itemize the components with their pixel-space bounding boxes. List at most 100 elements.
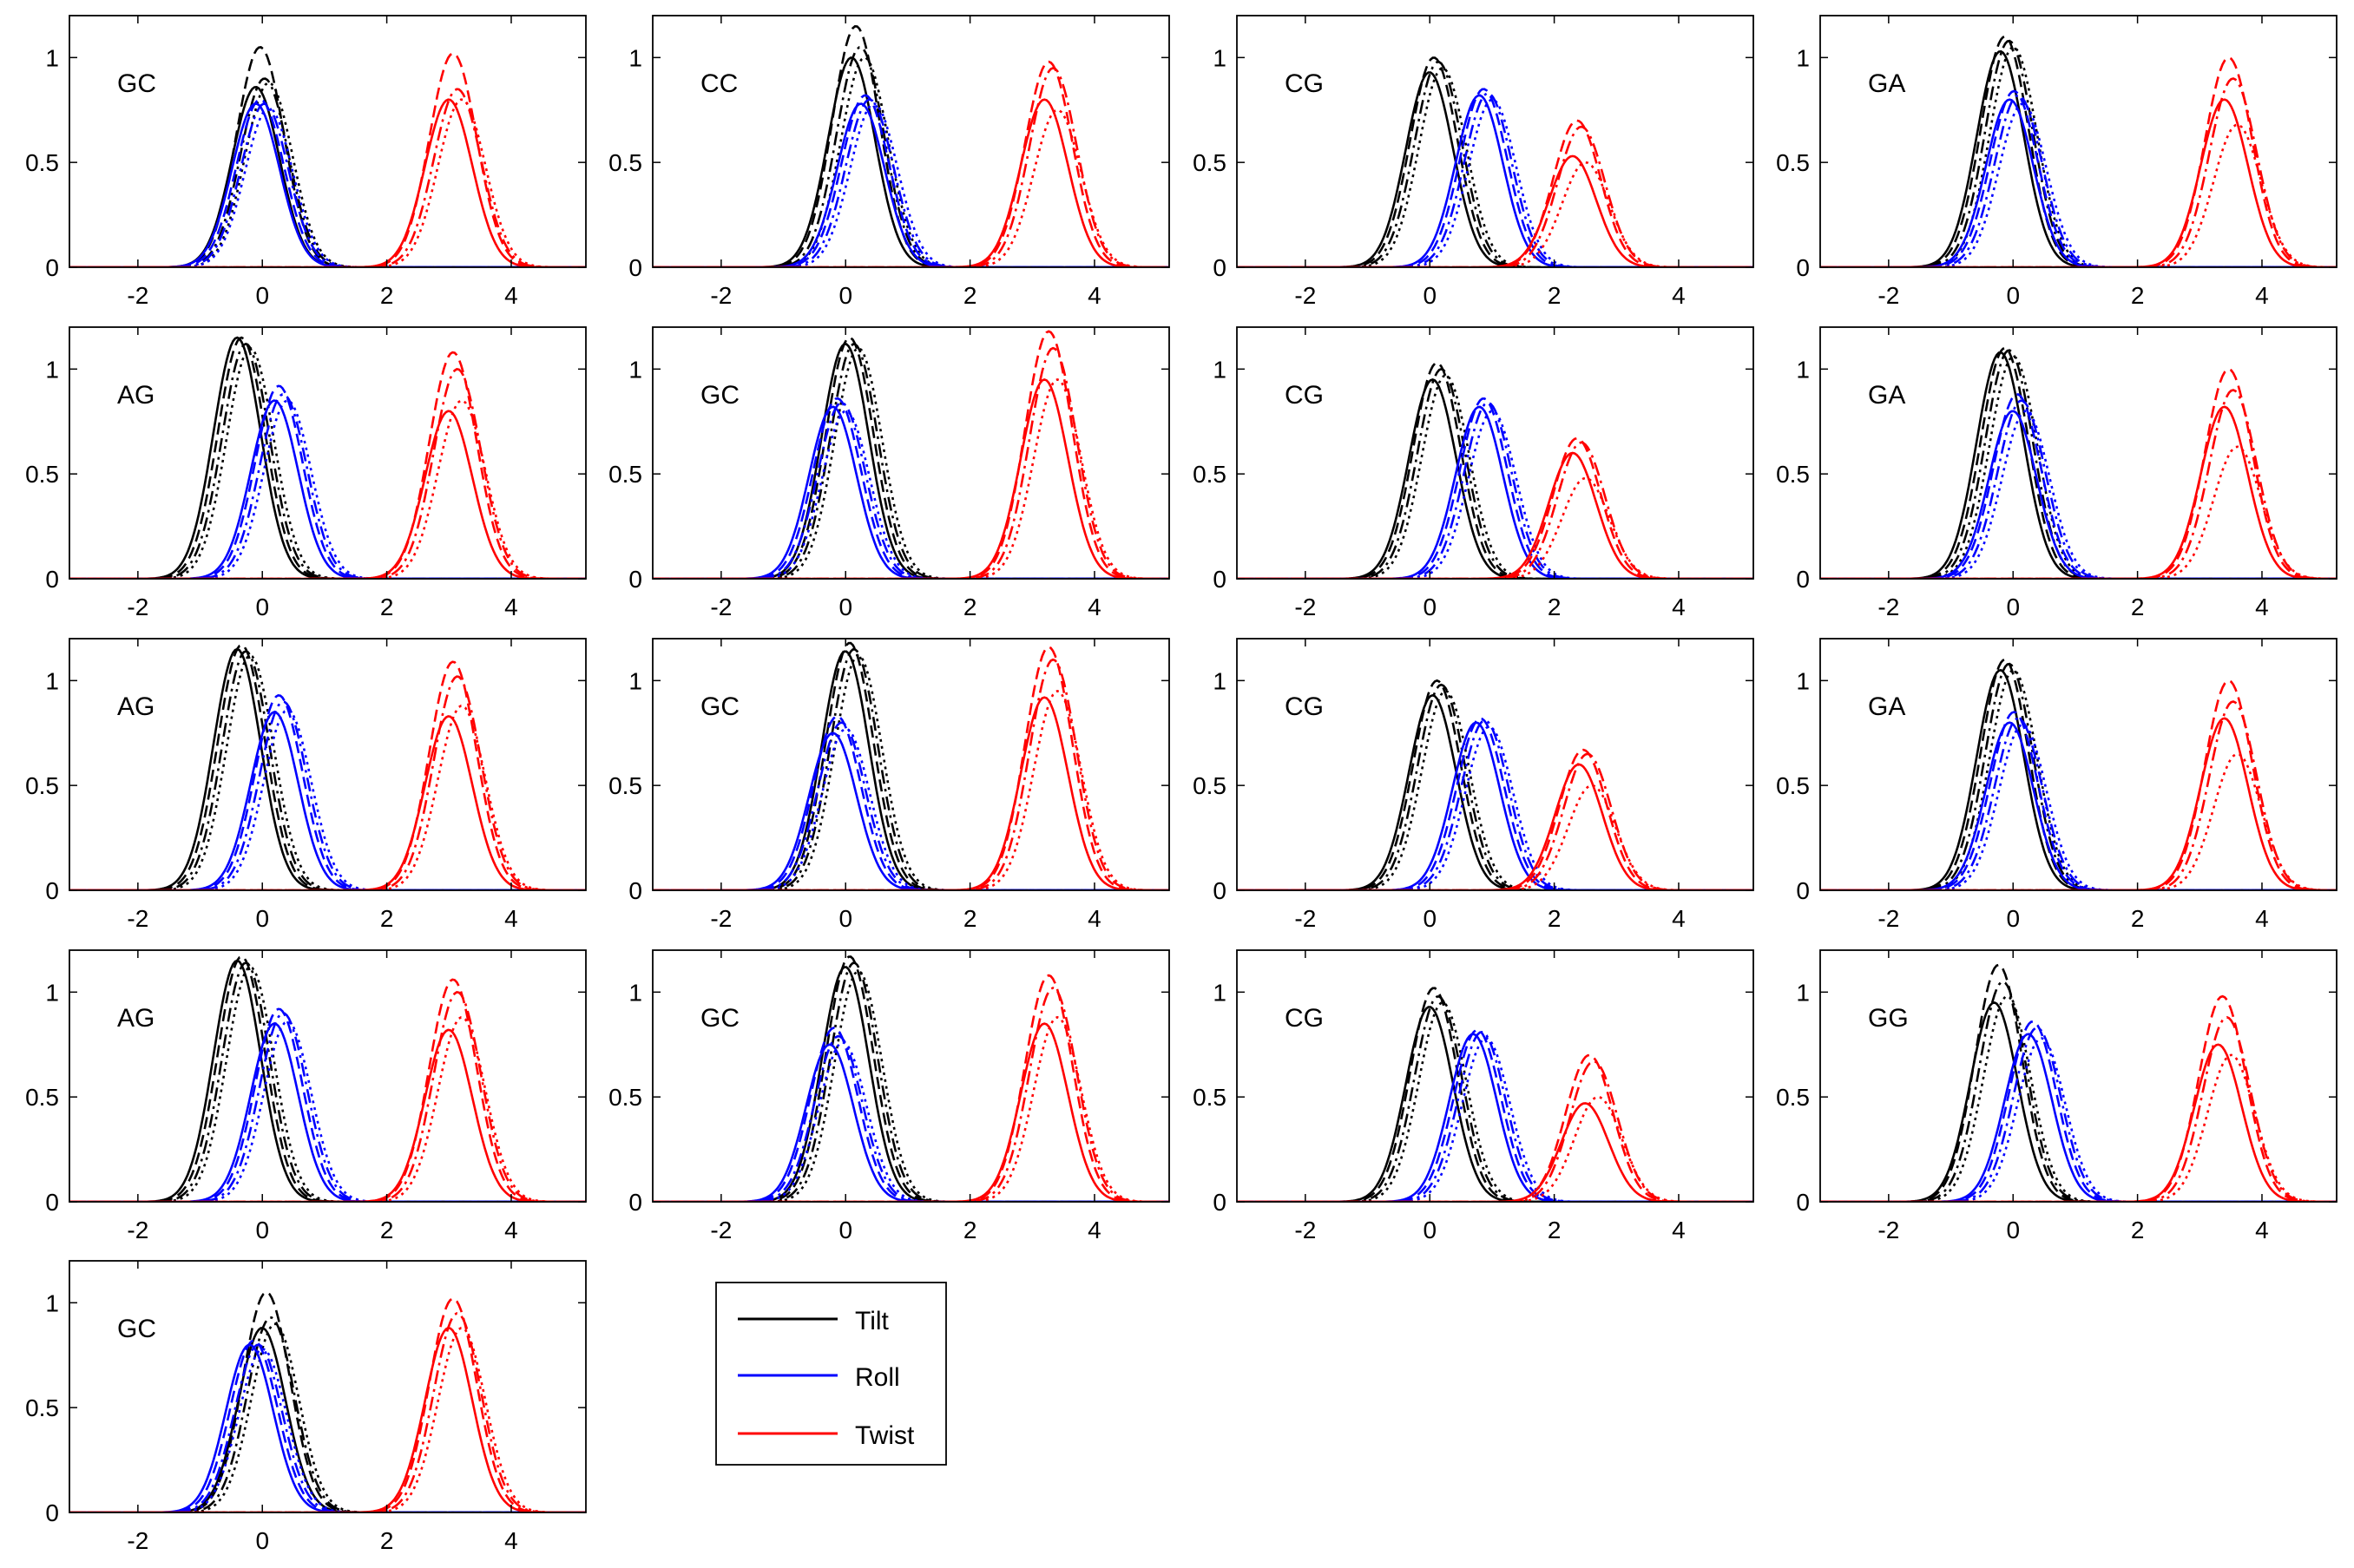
curve-tilt-solid: [653, 343, 1169, 579]
y-tick-label: 0.5: [25, 1084, 59, 1111]
panel-curves: [653, 641, 1169, 890]
panel-axes-box: [1819, 326, 2338, 580]
panel-1: -2 0 2 4 0 0.5 1 GC: [25, 15, 587, 309]
x-tick-label: -2: [127, 282, 148, 309]
curve-tilt-solid: [69, 959, 586, 1202]
curve-tilt-solid: [69, 336, 586, 579]
x-tick-label: 4: [504, 1527, 518, 1554]
x-tick-label: -2: [1294, 1217, 1316, 1243]
curve-tilt-dotted: [1820, 355, 2337, 579]
curve-twist-solid: [69, 1028, 586, 1202]
panel-curves: [1820, 963, 2337, 1202]
x-tick-label: 4: [1088, 1217, 1101, 1243]
legend-label-twist: Twist: [855, 1421, 915, 1450]
panel-axes-box: [652, 638, 1170, 891]
curve-twist-dash-dot: [653, 987, 1169, 1202]
x-tick-label: 2: [963, 1217, 977, 1243]
y-tick-label: 1: [45, 1289, 59, 1316]
y-tick-label: 1: [45, 979, 59, 1006]
curve-tilt-dash-dot: [69, 342, 586, 579]
panel-axes-box: [1236, 638, 1754, 891]
y-tick-label: 1: [1796, 667, 1810, 694]
x-tick-label: 4: [1088, 594, 1101, 620]
panel-axes-box: [69, 15, 587, 268]
x-tick-label: -2: [127, 594, 148, 620]
curve-roll-dotted: [69, 1348, 586, 1512]
x-tick-label: 0: [255, 594, 269, 620]
x-tick-label: 0: [1423, 594, 1437, 620]
x-tick-label: 2: [2131, 905, 2145, 932]
panel-label: CC: [700, 69, 738, 98]
y-tick-label: 1: [628, 44, 642, 71]
y-tick-label: 0: [1796, 1189, 1810, 1216]
panel-label: GA: [1868, 692, 1905, 721]
curve-twist-dotted: [1820, 752, 2337, 890]
panel-label: GC: [700, 1004, 740, 1033]
x-tick-label: 2: [2131, 594, 2145, 620]
y-tick-label: 0.5: [608, 149, 642, 176]
panel-label: CG: [1285, 69, 1324, 98]
y-tick-label: 1: [1796, 979, 1810, 1006]
panel-axes-box: [69, 949, 587, 1203]
curve-twist-dotted: [1820, 1053, 2337, 1202]
y-tick-label: 0: [1213, 1189, 1226, 1216]
y-tick-label: 0.5: [1193, 461, 1226, 488]
curve-twist-dashed: [1237, 119, 1753, 267]
curve-twist-dotted: [1237, 476, 1753, 579]
panel-curves: [1820, 346, 2337, 579]
panel-label: AG: [117, 381, 155, 410]
panel-axes-box: [69, 638, 587, 891]
curve-tilt-dotted: [69, 965, 586, 1202]
curve-tilt-solid: [69, 1327, 586, 1512]
curve-roll-dash-dot: [1237, 1030, 1753, 1202]
curve-roll-dashed: [69, 693, 586, 890]
y-tick-label: 0: [45, 1189, 59, 1216]
curve-twist-dotted: [1820, 445, 2337, 579]
curve-twist-dashed: [1820, 679, 2337, 890]
x-tick-label: 0: [838, 594, 852, 620]
x-tick-label: -2: [710, 905, 732, 932]
curve-twist-solid: [653, 98, 1169, 267]
curve-roll-dashed: [1237, 88, 1753, 267]
y-tick-label: 1: [628, 979, 642, 1006]
x-tick-label: 4: [1672, 1217, 1686, 1243]
curve-twist-dash-dot: [69, 1312, 586, 1512]
x-tick-label: 0: [1423, 1217, 1437, 1243]
x-tick-label: 2: [1548, 1217, 1562, 1243]
curve-twist-dash-dot: [653, 346, 1169, 579]
y-tick-label: 0.5: [1193, 1084, 1226, 1111]
curve-roll-solid: [1820, 410, 2337, 579]
panel-label: AG: [117, 1004, 155, 1033]
x-tick-label: 0: [1423, 282, 1437, 309]
y-tick-label: 0: [628, 566, 642, 593]
panel-curves: [69, 643, 586, 890]
y-tick-label: 1: [1213, 44, 1226, 71]
panel-11: -2 0 2 4 0 0.5 1 CG: [1193, 638, 1754, 932]
x-tick-label: 4: [2255, 282, 2269, 309]
curve-tilt-dotted: [1237, 67, 1753, 267]
x-tick-label: -2: [1877, 1217, 1899, 1243]
x-tick-label: 4: [504, 594, 518, 620]
curve-twist-dotted: [69, 705, 586, 890]
curve-roll-dotted: [1820, 723, 2337, 890]
curve-tilt-dashed: [653, 24, 1169, 267]
x-tick-label: 2: [963, 594, 977, 620]
curve-tilt-dashed: [69, 643, 586, 890]
panel-3: -2 0 2 4 0 0.5 1 CG: [1193, 15, 1754, 309]
y-tick-label: 0.5: [608, 772, 642, 799]
panel-axes-box: [652, 15, 1170, 268]
curve-tilt-dashed: [1820, 346, 2337, 579]
curve-roll-dash-dot: [1820, 717, 2337, 890]
x-tick-label: 4: [504, 905, 518, 932]
curve-twist-dash-dot: [1820, 700, 2337, 890]
curve-twist-dotted: [653, 1015, 1169, 1202]
y-tick-label: 0.5: [1776, 772, 1810, 799]
curve-roll-dashed: [69, 384, 586, 579]
y-tick-label: 0: [628, 254, 642, 281]
panel-12: -2 0 2 4 0 0.5 1 GA: [1776, 638, 2338, 932]
curve-tilt-dotted: [69, 82, 586, 267]
curve-tilt-dashed: [1237, 679, 1753, 890]
x-tick-label: -2: [1877, 282, 1899, 309]
curve-roll-solid: [1820, 1033, 2337, 1202]
x-tick-label: 0: [838, 1217, 852, 1243]
